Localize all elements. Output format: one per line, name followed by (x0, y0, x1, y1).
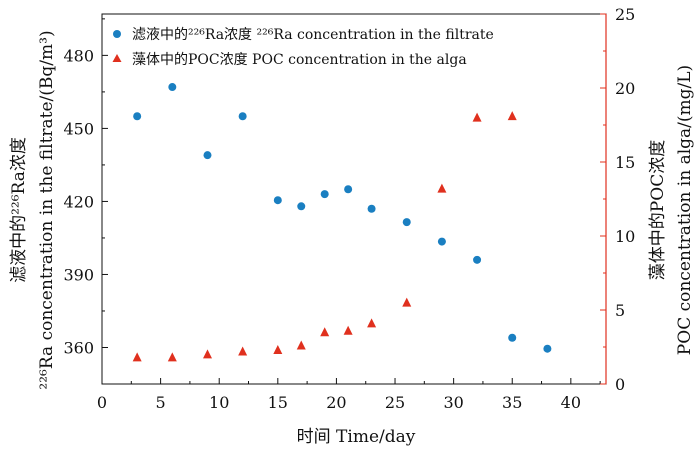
ra-data-point (508, 333, 517, 342)
poc-data-point (320, 327, 330, 337)
poc-data-point (167, 352, 177, 362)
ra-data-point (238, 112, 247, 121)
ra-data-point (473, 255, 482, 264)
left-axis-title: ²²⁶Ra concentration in the filtrate/(Bq/… (37, 30, 57, 389)
poc-data-point (132, 352, 142, 362)
left-y-tick-label: 360 (63, 338, 94, 357)
right-y-axis: 0 5 10 15 20 25 (600, 5, 635, 394)
x-tick-label: 10 (209, 393, 229, 412)
left-y-tick-label: 480 (63, 46, 94, 65)
ra-data-point (402, 218, 411, 227)
right-y-tick-label: 10 (615, 227, 635, 246)
right-y-tick-label: 25 (615, 5, 635, 24)
poc-data-point (472, 112, 482, 122)
poc-data-point (402, 297, 412, 307)
x-tick-label: 35 (502, 393, 522, 412)
poc-data-point (343, 325, 353, 335)
plot-frame (101, 13, 607, 385)
ra-data-point (273, 196, 282, 205)
x-tick-label: 25 (385, 393, 405, 412)
right-axis-title-en-group: POC concentration in alga/(mg/L) (675, 65, 695, 355)
legend: 滤液中的²²⁶Ra浓度 ²²⁶Ra concentration in the f… (112, 27, 494, 68)
left-y-tick-label: 450 (63, 119, 94, 138)
legend-marker-poc (112, 54, 122, 62)
x-tick-label: 15 (268, 393, 288, 412)
right-y-tick-label: 15 (615, 153, 635, 172)
left-axis-title-cn-group: 滤液中的²²⁶Ra浓度 (9, 137, 29, 283)
legend-marker-ra (113, 30, 121, 38)
left-axis-title-en: ²²⁶Ra concentration in the filtrate/(Bq/… (37, 30, 57, 389)
right-y-tick-label: 0 (615, 375, 625, 394)
poc-data-point (238, 346, 248, 356)
poc-data-point (202, 349, 212, 359)
right-y-tick-label: 5 (615, 301, 625, 320)
x-tick-label: 5 (156, 393, 166, 412)
ra-data-point (133, 112, 142, 121)
ra-data-point (543, 344, 552, 353)
x-axis: 0 5 10 15 20 25 30 35 40 (97, 378, 601, 412)
poc-data-point (367, 318, 377, 328)
poc-data-point (507, 111, 517, 121)
right-axis-title-cn: 藻体中的POC浓度 (648, 140, 668, 280)
poc-data-point (273, 344, 283, 354)
left-y-axis: 360 390 420 450 480 (63, 18, 108, 357)
right-axis-title-en: POC concentration in alga/(mg/L) (675, 65, 695, 355)
ra-data-point (437, 237, 446, 246)
ra-data-point (168, 83, 177, 92)
x-axis-title: 时间 Time/day (297, 427, 416, 447)
ra-data-point (320, 190, 329, 199)
legend-label-ra: 滤液中的²²⁶Ra浓度 ²²⁶Ra concentration in the f… (132, 27, 494, 43)
right-y-tick-label: 20 (615, 79, 635, 98)
ra-data-point (367, 204, 376, 213)
left-axis-title-cn: 滤液中的²²⁶Ra浓度 (9, 137, 29, 283)
x-tick-label: 0 (97, 393, 107, 412)
right-axis-title-cn-group: 藻体中的POC浓度 (648, 140, 668, 280)
ra-data-point (297, 202, 306, 211)
x-tick-label: 20 (326, 393, 346, 412)
left-y-tick-label: 420 (63, 192, 94, 211)
data-marks (132, 83, 552, 362)
poc-data-point (296, 340, 306, 350)
left-y-tick-label: 390 (63, 265, 94, 284)
poc-data-point (437, 183, 447, 193)
x-tick-label: 30 (443, 393, 463, 412)
legend-label-poc: 藻体中的POC浓度 POC concentration in the alga (132, 52, 467, 68)
x-tick-label: 40 (561, 393, 581, 412)
ra-data-point (344, 185, 353, 194)
ra-data-point (203, 151, 212, 160)
